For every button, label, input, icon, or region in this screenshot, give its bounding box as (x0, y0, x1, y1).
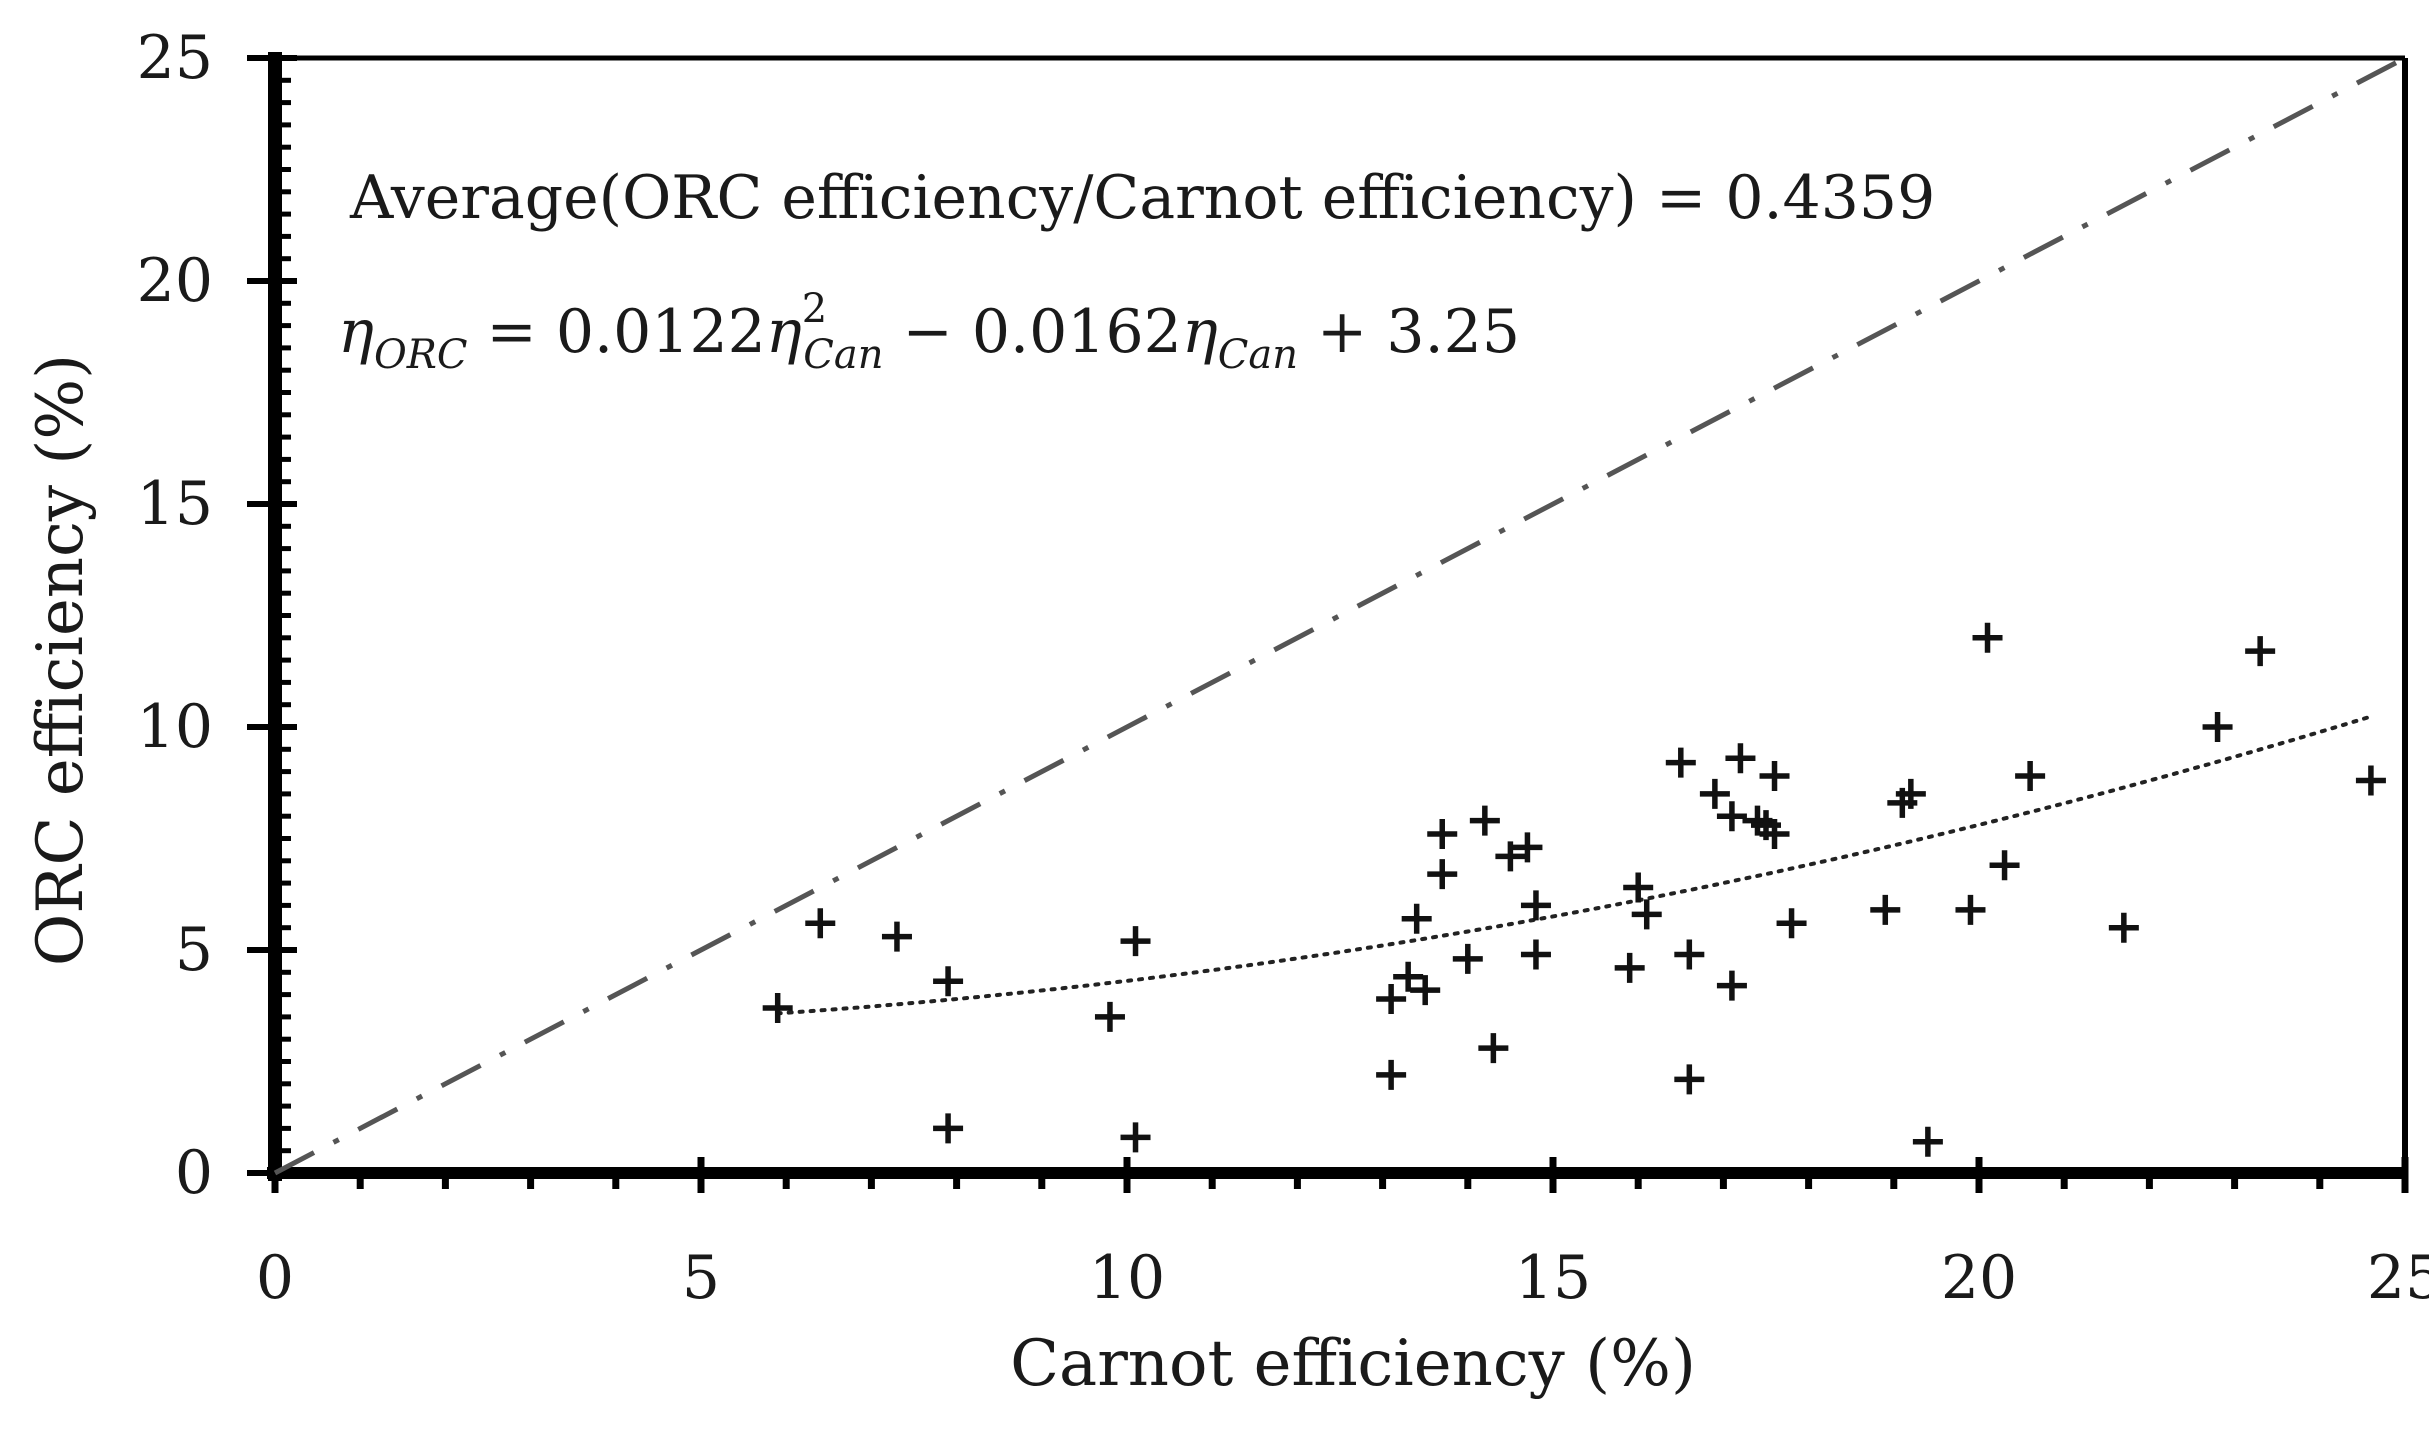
data-point (1520, 890, 1551, 921)
equation-coefficient-1: = 0.0122 (467, 297, 765, 367)
data-point (1614, 952, 1645, 983)
data-point (1631, 899, 1662, 930)
y-tick-label: 0 (175, 1138, 213, 1208)
data-point (1469, 805, 1500, 836)
data-point (1972, 622, 2003, 653)
data-point (1452, 943, 1483, 974)
data-point (1376, 1059, 1407, 1090)
data-point (1427, 859, 1458, 890)
data-point (933, 966, 964, 997)
reference-line-layer (273, 55, 2407, 1176)
x-tick-label: 15 (1515, 1243, 1591, 1313)
can-subscript-1: Can (803, 332, 883, 378)
data-point (1478, 1033, 1509, 1064)
data-point (1989, 850, 2020, 881)
data-point (1120, 926, 1151, 957)
data-point (881, 921, 912, 952)
data-point (805, 908, 836, 939)
data-point (1665, 747, 1696, 778)
average-ratio-annotation: Average(ORC efficiency/Carnot efficiency… (349, 163, 1935, 233)
data-point (1623, 872, 1654, 903)
eta-symbol: η (338, 297, 374, 367)
data-point (1759, 819, 1790, 850)
data-point (1870, 894, 1901, 925)
data-point (1120, 1122, 1151, 1153)
data-point (1699, 778, 1730, 809)
x-tick-label: 20 (1941, 1243, 2017, 1313)
y-tick-label: 20 (137, 246, 213, 316)
trendline (775, 714, 2373, 1016)
data-point (2245, 636, 2276, 667)
tick-labels: 0 5 10 15 20 25 0 5 10 15 20 25 (137, 23, 2429, 1313)
data-point (1716, 970, 1747, 1001)
data-point (1776, 908, 1807, 939)
axis-ticks (247, 55, 2409, 1193)
data-point (1674, 1064, 1705, 1095)
data-point (1955, 894, 1986, 925)
data-point (1401, 903, 1432, 934)
data-point (2355, 765, 2386, 796)
data-point (1725, 743, 1756, 774)
x-axis-label: Carnot efficiency (%) (1010, 1327, 1696, 1401)
trendline-layer (775, 714, 2373, 1016)
x-tick-label: 5 (682, 1243, 720, 1313)
data-point (1759, 761, 1790, 792)
equation-coefficient-2: − 0.0162 (883, 297, 1181, 367)
data-point (2108, 912, 2139, 943)
data-point (1512, 832, 1543, 863)
data-point (1427, 819, 1458, 850)
square-superscript: 2 (802, 286, 827, 332)
fit-equation-annotation: ηORC = 0.0122η2 Can − 0.0162ηCan + 3.25 (338, 286, 1520, 378)
data-point (1674, 939, 1705, 970)
data-point (1410, 975, 1441, 1006)
eta-symbol: η (766, 297, 802, 367)
data-point (1895, 778, 1926, 809)
data-point (1376, 984, 1407, 1015)
y-tick-label: 15 (137, 469, 213, 539)
data-point (762, 992, 793, 1023)
eta-symbol: η (1182, 297, 1218, 367)
x-tick-label: 0 (256, 1243, 294, 1313)
data-point (1520, 939, 1551, 970)
data-point (2202, 712, 2233, 742)
y-tick-label: 25 (137, 23, 213, 93)
can-subscript-2: Can (1218, 332, 1298, 378)
orc-subscript: ORC (374, 332, 468, 378)
reference-line (273, 55, 2407, 1176)
y-axis-label: ORC efficiency (%) (24, 354, 98, 966)
equation-constant: + 3.25 (1298, 297, 1520, 367)
data-point (1393, 961, 1424, 992)
data-point (2015, 761, 2046, 792)
data-point (1495, 841, 1526, 872)
y-tick-label: 10 (137, 692, 213, 762)
data-point (1716, 801, 1747, 832)
data-point (1912, 1126, 1943, 1157)
data-point (933, 1113, 964, 1144)
data-points (762, 622, 2386, 1157)
x-tick-label: 10 (1089, 1243, 1165, 1313)
plot-frame (267, 52, 2408, 1181)
x-tick-label: 25 (2367, 1243, 2429, 1313)
data-point (1094, 1001, 1125, 1032)
y-tick-label: 5 (175, 915, 213, 985)
